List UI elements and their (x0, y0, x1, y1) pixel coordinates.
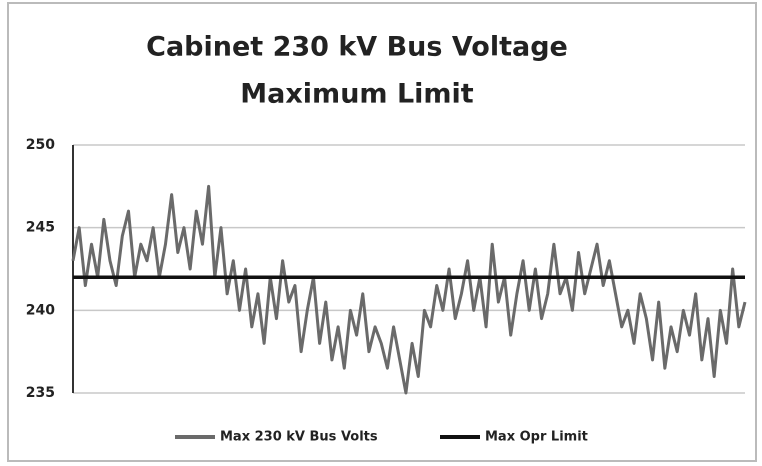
legend-label: Max 230 kV Bus Volts (220, 430, 378, 445)
chart-frame (7, 2, 757, 462)
y-tick-label: 235 (26, 385, 55, 401)
y-tick-label: 250 (26, 137, 55, 153)
chart-title: Maximum Limit (240, 79, 473, 110)
y-tick-label: 240 (26, 302, 55, 318)
series-line (71, 184, 747, 395)
legend-label: Max Opr Limit (485, 430, 588, 445)
y-tick-label: 245 (26, 220, 55, 236)
chart-title: Cabinet 230 kV Bus Voltage (146, 32, 568, 63)
